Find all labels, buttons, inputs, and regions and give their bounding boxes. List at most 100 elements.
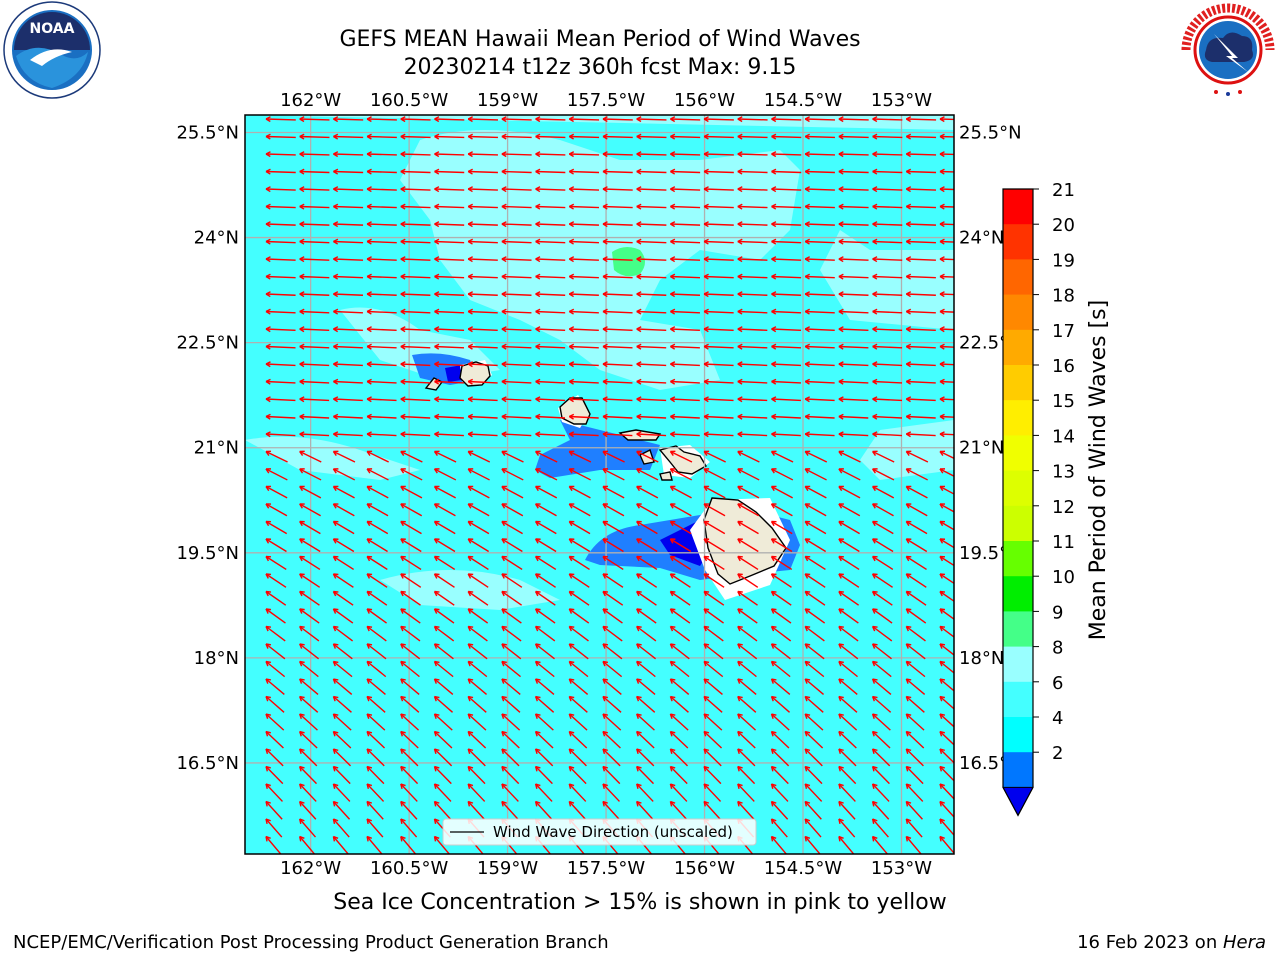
wind-arrow-head [265,240,271,245]
wind-arrow-head [569,730,575,734]
wind-arrow-shaft [905,643,926,660]
wind-arrow-shaft [467,538,490,553]
wind-arrow-shaft [804,801,822,820]
wind-arrow-74 [636,168,667,175]
wind-arrow-head [366,256,372,260]
wind-arrow-head [838,468,843,474]
wind-arrow-head [400,380,406,385]
wind-arrow-shaft [501,135,532,139]
wind-arrow-head [905,118,911,123]
wind-arrow-head [670,343,676,348]
wind-arrow-head [636,608,640,614]
wind-arrow-head [905,626,910,632]
wind-arrow-528 [366,555,388,570]
wind-arrow-head [265,343,271,348]
wind-arrow-476 [737,503,760,517]
wind-arrow-194 [434,273,465,280]
wind-arrow-433 [703,468,726,481]
wind-arrow-249 [872,308,903,315]
wind-arrow-shaft [805,153,835,156]
wind-arrow-shaft [872,398,903,402]
wind-arrow-head [333,238,339,243]
wind-arrow-head [265,153,271,158]
wind-arrow-shaft [434,468,457,481]
wind-arrow-609 [265,625,286,642]
wind-arrow-head [501,135,507,140]
wind-arrow-shaft [737,503,760,517]
wind-arrow-head [535,660,541,664]
wind-arrow-621 [669,625,691,642]
wind-arrow-head [501,783,504,790]
wind-arrow-shaft [636,153,667,156]
wind-arrow-shaft [737,801,755,820]
wind-arrow-head [905,398,911,403]
wind-arrow-234 [366,308,397,315]
wind-arrow-541 [804,555,826,570]
wind-arrow-132 [467,221,498,228]
wind-arrow-208 [905,273,936,280]
wind-arrow-head [535,151,541,155]
wind-arrow-shaft [333,240,364,244]
wind-arrow-587 [939,590,954,603]
wind-arrow-head [366,291,372,295]
wind-arrow-346 [602,396,633,403]
wind-arrow-head [434,310,440,315]
wind-arrow-52 [602,151,633,158]
wind-arrow-375 [872,413,903,420]
wind-arrow-524 [939,538,954,549]
wind-arrow-head [501,308,507,313]
wind-arrow-shaft [265,363,296,367]
wind-arrow-shaft [804,450,828,463]
wind-arrow-head [568,293,574,298]
wind-arrow-head [400,291,406,295]
wind-arrow-head [467,258,473,263]
wind-arrow-376 [905,413,936,420]
wind-arrow-head [265,221,271,225]
wind-arrow-shaft [703,485,726,499]
wind-arrow-head [434,275,440,280]
wind-arrow-head [636,153,642,158]
wind-arrow-head [467,538,472,544]
wind-arrow-head [872,153,878,158]
wind-arrow-head [333,291,339,295]
wind-arrow-shaft [265,538,287,553]
wind-arrow-642 [669,643,690,660]
wind-arrow-182 [737,256,768,263]
wind-arrow-shaft [535,801,553,820]
wind-arrow-head [602,678,606,684]
wind-arrow-head [737,433,743,438]
wind-arrow-head [467,345,473,350]
wind-arrow-head [467,486,472,492]
wind-arrow-head [737,783,743,787]
wind-arrow-622 [703,625,724,642]
wind-arrow-head [568,256,575,260]
wind-arrow-777 [265,765,284,785]
wind-arrow-head [703,486,708,492]
wind-arrow-head [433,643,438,649]
wind-arrow-head [366,766,370,772]
wind-arrow-head [568,538,573,544]
wind-arrow-489 [467,520,490,535]
wind-arrow-shaft [299,801,317,820]
wind-arrow-334 [905,378,936,385]
wind-arrow-head [366,468,371,474]
wind-arrow-862 [299,835,316,854]
wind-arrow-741 [467,730,487,749]
wind-arrow-326 [636,378,667,385]
wind-arrow-head [568,783,572,790]
wind-arrow-head [703,626,707,632]
wind-arrow-shaft [468,363,498,367]
wind-arrow-shaft [602,730,621,749]
colorbar-tick-label-16: 2 [1052,743,1063,764]
wind-arrow-813 [770,783,789,802]
wind-arrow-head [501,273,507,278]
wind-arrow-602 [737,608,758,624]
wind-arrow-head [670,608,676,611]
wind-arrow-head [467,293,473,298]
wind-arrow-head [299,240,305,245]
wind-arrow-head [804,205,810,210]
wind-arrow-head [434,363,440,368]
wind-arrow-shaft [265,836,282,854]
wind-arrow-shaft [434,695,454,713]
wind-arrow-head [400,783,403,790]
